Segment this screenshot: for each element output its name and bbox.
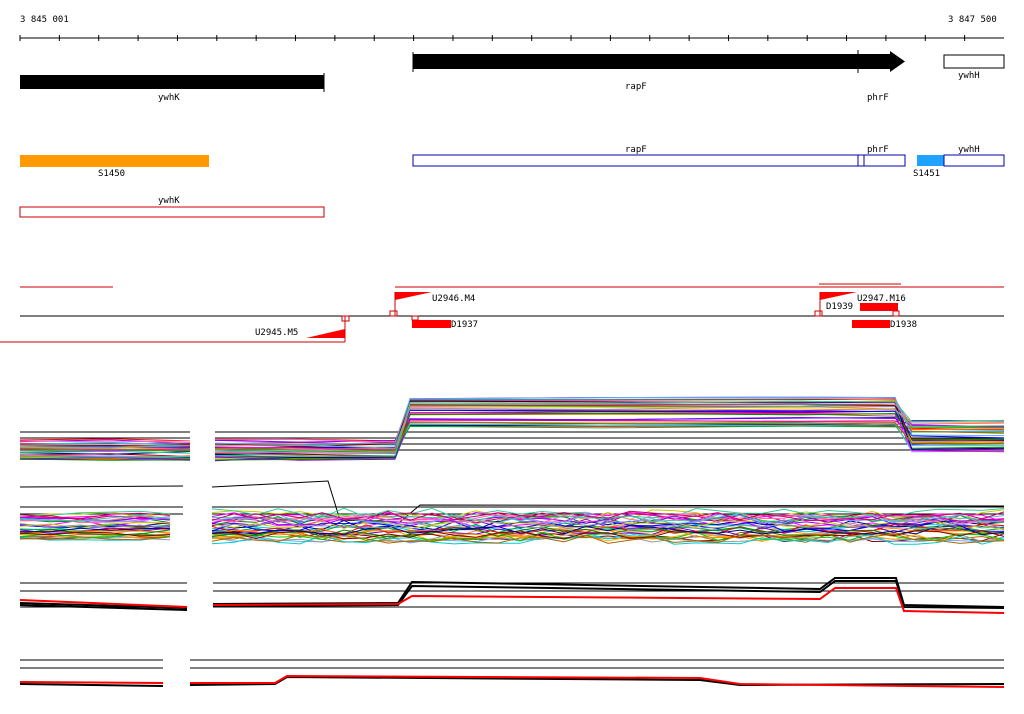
segment-ywhK-box[interactable] — [19, 206, 325, 218]
profile-line — [214, 421, 1005, 452]
profile-line — [214, 405, 1005, 449]
profile-line — [214, 396, 1005, 445]
profile-line — [20, 534, 171, 538]
feature-D1937[interactable] — [412, 320, 451, 328]
profile-line — [211, 519, 1005, 531]
segment-S1450[interactable] — [20, 155, 209, 167]
profile-line — [19, 514, 171, 522]
ruler-end-label: 3 847 500 — [948, 15, 997, 25]
segment-S1451-label: S1451 — [913, 169, 940, 179]
profile-line — [19, 442, 191, 445]
profile-line — [19, 455, 191, 458]
profile-line — [19, 515, 171, 521]
profile-line — [214, 400, 1005, 459]
profile-line — [190, 674, 1005, 688]
gene-ywhH[interactable] — [943, 54, 1005, 69]
profile-line — [19, 458, 191, 461]
profile-line — [214, 401, 1005, 457]
ruler-ticks — [19, 35, 966, 41]
gene-phrF-label: phrF — [867, 93, 889, 103]
profile-line — [19, 536, 171, 541]
profile-line — [214, 412, 1005, 461]
profile-line — [19, 485, 184, 488]
profile-line — [19, 599, 188, 608]
segment-ywhK-label: ywhK — [158, 196, 180, 206]
profile-line — [20, 448, 191, 451]
profile-line — [19, 453, 190, 457]
profile-line — [19, 438, 191, 442]
profile-line — [19, 510, 171, 516]
feature-D1937-marker — [411, 315, 419, 321]
annotation-track: S1450 rapF phrF ywhH S1451 ywhK — [19, 145, 1005, 218]
segment-phrF-box[interactable] — [857, 154, 906, 167]
segment-rapF-box[interactable] — [412, 154, 859, 167]
feature-U2947-M16-label: U2947.M16 — [857, 294, 906, 304]
feature-U2945-M5-label: U2945.M5 — [255, 328, 298, 338]
profile-line — [211, 525, 1005, 536]
segment-ywhH-box[interactable] — [943, 154, 1005, 167]
expression-profile-track-2 — [19, 480, 1005, 545]
profile-line — [19, 450, 191, 454]
gene-rapF-label: rapF — [625, 82, 647, 92]
profile-line — [211, 520, 1005, 531]
feature-D1939-marker — [892, 310, 900, 317]
segment-phrF-label: phrF — [867, 145, 889, 155]
profile-line — [19, 523, 171, 529]
coordinate-ruler: 3 845 001 3 847 500 — [19, 15, 1004, 41]
profile-line — [214, 398, 1005, 461]
expression-profile-track-4 — [19, 659, 1005, 688]
feature-D1938-label: D1938 — [890, 320, 917, 330]
segment-S1451[interactable] — [917, 155, 944, 166]
profile-line — [20, 527, 171, 533]
feature-U2945-M5-marker — [341, 315, 350, 322]
profile-line — [212, 587, 1005, 614]
profile-line — [19, 528, 171, 536]
expression-profile-track-3 — [19, 577, 1005, 614]
feature-U2946-M4-marker — [389, 310, 398, 317]
feature-U2945-M5-flag[interactable] — [306, 329, 345, 338]
expression-profile-track-1 — [19, 396, 1005, 462]
gene-ywhH-label: ywhH — [958, 71, 980, 81]
gene-track: ywhK rapF phrF ywhH — [20, 50, 1005, 103]
profile-line — [19, 512, 171, 520]
segment-ywhH-label: ywhH — [958, 145, 980, 155]
profile-line — [214, 425, 1005, 454]
gene-rapF-arrow[interactable] — [413, 54, 858, 69]
gene-ywhK[interactable] — [20, 75, 324, 89]
feature-D1938[interactable] — [852, 320, 890, 328]
feature-U2946-M4-label: U2946.M4 — [432, 294, 475, 304]
profile-line — [19, 604, 188, 611]
profile-line — [211, 533, 1005, 544]
feature-D1939[interactable] — [860, 303, 898, 311]
profile-line — [19, 519, 171, 527]
profile-line — [211, 510, 1005, 522]
gene-phrF-arrow[interactable] — [858, 51, 905, 72]
feature-U2947-M16-marker — [814, 310, 823, 317]
profile-line — [212, 577, 1005, 608]
profile-line — [211, 480, 1005, 523]
profile-line — [19, 602, 188, 609]
profile-line — [19, 440, 191, 443]
profile-line — [214, 402, 1005, 455]
profile-line — [19, 681, 164, 684]
ruler-start-label: 3 845 001 — [20, 15, 69, 25]
profile-line — [211, 522, 1005, 534]
profile-line — [211, 526, 1004, 538]
profile-line — [19, 531, 171, 537]
profile-line — [19, 683, 164, 687]
feature-D1937-label: D1937 — [451, 320, 478, 330]
profile-line — [211, 530, 1005, 540]
feature-track: U2946.M4 U2947.M16 U2945.M5 D1937 D1939 … — [0, 283, 1004, 343]
segment-S1450-label: S1450 — [98, 169, 125, 179]
feature-U2946-M4-flag[interactable] — [395, 292, 432, 300]
profile-line — [19, 445, 191, 449]
profile-line — [211, 533, 1005, 545]
gene-ywhK-label: ywhK — [158, 93, 180, 103]
segment-rapF-label: rapF — [625, 145, 647, 155]
feature-D1939-label: D1939 — [826, 302, 853, 312]
feature-U2947-M16-flag[interactable] — [820, 292, 857, 300]
profile-line — [211, 509, 1005, 521]
